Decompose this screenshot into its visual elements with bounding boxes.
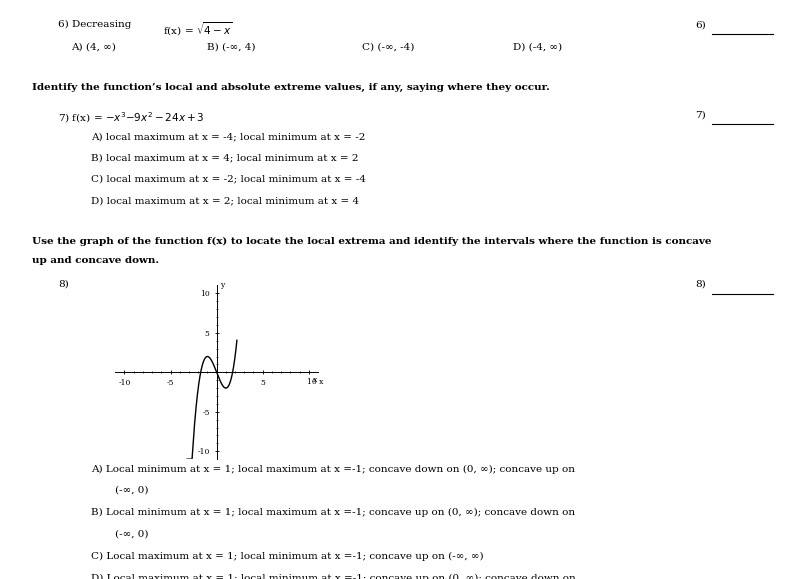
Text: C) Local maximum at x = 1; local minimum at x =-1; concave up on (-∞, ∞): C) Local maximum at x = 1; local minimum…: [91, 552, 484, 561]
Text: 10 x: 10 x: [307, 378, 324, 386]
Text: 7) f(x) = $-x^3$$- 9x^2 - 24x + 3$: 7) f(x) = $-x^3$$- 9x^2 - 24x + 3$: [58, 111, 204, 125]
Text: (-∞, 0): (-∞, 0): [115, 486, 149, 495]
Text: x: x: [313, 376, 318, 384]
Text: 7): 7): [696, 111, 707, 120]
Text: C) local maximum at x = -2; local minimum at x = -4: C) local maximum at x = -2; local minimu…: [91, 175, 366, 184]
Text: up and concave down.: up and concave down.: [32, 256, 159, 266]
Text: Identify the function’s local and absolute extreme values, if any, saying where : Identify the function’s local and absolu…: [32, 83, 549, 92]
Text: D) local maximum at x = 2; local minimum at x = 4: D) local maximum at x = 2; local minimum…: [91, 196, 359, 206]
Text: (-∞, 0): (-∞, 0): [115, 529, 149, 538]
Text: B) local maximum at x = 4; local minimum at x = 2: B) local maximum at x = 4; local minimum…: [91, 153, 359, 163]
Text: D) (-4, ∞): D) (-4, ∞): [513, 42, 562, 52]
Text: 8): 8): [58, 280, 69, 289]
Text: 8): 8): [696, 280, 707, 289]
Text: 6) Decreasing: 6) Decreasing: [58, 20, 131, 30]
Text: B) (-∞, 4): B) (-∞, 4): [207, 42, 255, 52]
Text: A) local maximum at x = -4; local minimum at x = -2: A) local maximum at x = -4; local minimu…: [91, 132, 366, 141]
Text: f(x) = $\sqrt{4 - x}$: f(x) = $\sqrt{4 - x}$: [163, 20, 233, 38]
Text: y: y: [220, 281, 224, 289]
Text: B) Local minimum at x = 1; local maximum at x =-1; concave up on (0, ∞); concave: B) Local minimum at x = 1; local maximum…: [91, 508, 576, 518]
Text: C) (-∞, -4): C) (-∞, -4): [362, 42, 414, 52]
Text: 6): 6): [696, 20, 707, 30]
Text: Use the graph of the function f(x) to locate the local extrema and identify the : Use the graph of the function f(x) to lo…: [32, 237, 712, 246]
Text: D) Local maximum at x = 1; local minimum at x =-1; concave up on (0, ∞); concave: D) Local maximum at x = 1; local minimum…: [91, 574, 576, 579]
Text: A) (4, ∞): A) (4, ∞): [72, 42, 116, 52]
Text: A) Local minimum at x = 1; local maximum at x =-1; concave down on (0, ∞); conca: A) Local minimum at x = 1; local maximum…: [91, 465, 576, 474]
